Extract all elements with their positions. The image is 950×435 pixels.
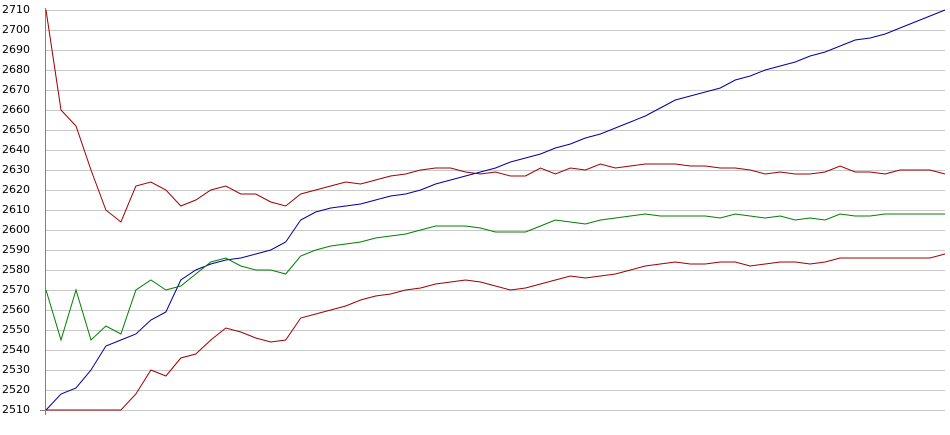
y-tick-label: 2510 bbox=[2, 403, 30, 416]
y-tick-label: 2580 bbox=[2, 263, 30, 276]
y-tick-label: 2710 bbox=[2, 3, 30, 16]
y-tick-label: 2690 bbox=[2, 43, 30, 56]
y-tick-label: 2650 bbox=[2, 123, 30, 136]
line-series bbox=[45, 9, 946, 223]
line-series bbox=[45, 9, 946, 411]
y-tick-label: 2590 bbox=[2, 243, 30, 256]
y-tick-label: 2670 bbox=[2, 83, 30, 96]
line-series bbox=[46, 253, 946, 411]
y-tick-label: 2570 bbox=[2, 283, 30, 296]
y-tick-label: 2520 bbox=[2, 383, 30, 396]
y-tick-label: 2540 bbox=[2, 343, 30, 356]
y-tick-label: 2660 bbox=[2, 103, 30, 116]
y-tick-label: 2530 bbox=[2, 363, 30, 376]
line-series bbox=[45, 213, 945, 342]
y-tick-label: 2640 bbox=[2, 143, 30, 156]
y-tick-label: 2600 bbox=[2, 223, 30, 236]
y-tick-label: 2630 bbox=[2, 163, 30, 176]
y-tick-label: 2550 bbox=[2, 323, 30, 336]
y-tick-label: 2610 bbox=[2, 203, 30, 216]
y-tick-label: 2680 bbox=[2, 63, 30, 76]
y-tick-label: 2560 bbox=[2, 303, 30, 316]
y-tick-label: 2700 bbox=[2, 23, 30, 36]
y-tick-label: 2620 bbox=[2, 183, 30, 196]
